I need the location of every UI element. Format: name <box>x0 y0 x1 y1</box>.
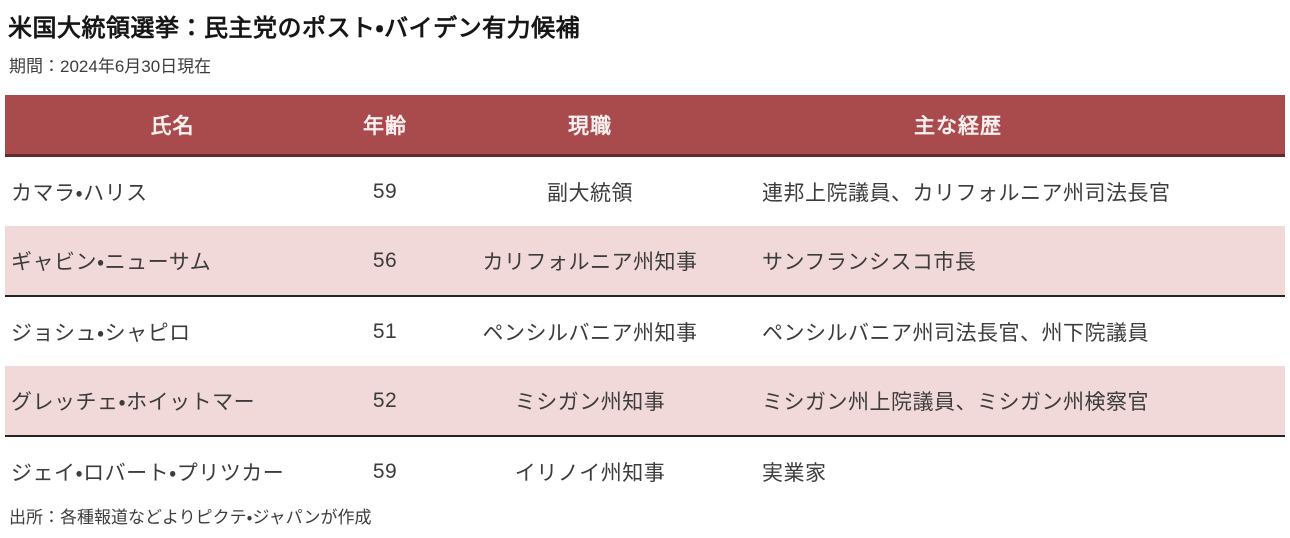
candidate-position: ミシガン州知事 <box>514 390 666 414</box>
table-row: ジョシュ・シャピロ 51 ペンシルバニア州知事 ペンシルバニア州司法長官、州下院… <box>5 296 1285 366</box>
table-row: ジェイ・ロバート・プリツカー 59 イリノイ州知事 実業家 <box>5 436 1285 506</box>
candidate-name: ジェイ・ロバート・プリツカー <box>11 461 285 485</box>
candidates-table: 氏名 年齢 現職 主な経歴 カマラ・ハリス 59 副大統領 連邦上院議員、カリフ… <box>5 95 1285 506</box>
period-note: 期間：2024年6月30日現在 <box>9 57 212 76</box>
table-header: 氏名 年齢 現職 主な経歴 <box>5 95 1285 157</box>
column-header-age: 年齢 <box>340 95 430 157</box>
candidate-career: サンフランシスコ市長 <box>762 250 977 274</box>
table-row: ギャビン・ニューサム 56 カリフォルニア州知事 サンフランシスコ市長 <box>5 226 1285 296</box>
candidate-age: 51 <box>372 319 398 343</box>
column-header-position: 現職 <box>430 95 750 157</box>
page-title: 米国大統領選挙：民主党のポスト・バイデン有力候補 <box>8 15 581 42</box>
candidate-position: 副大統領 <box>547 181 633 205</box>
candidate-position: ペンシルバニア州知事 <box>482 321 698 345</box>
column-header-name: 氏名 <box>5 95 340 157</box>
table-body: カマラ・ハリス 59 副大統領 連邦上院議員、カリフォルニア州司法長官 ギャビン… <box>5 156 1285 507</box>
candidate-position: イリノイ州知事 <box>514 461 666 485</box>
column-header-career: 主な経歴 <box>750 95 1285 157</box>
candidate-name: グレッチェ・ホイットマー <box>11 390 256 414</box>
candidate-age: 59 <box>372 179 398 203</box>
source-note: 出所：各種報道などよりピクテ・ジャパンが作成 <box>9 508 372 527</box>
candidate-name: ジョシュ・シャピロ <box>11 321 191 345</box>
candidate-career: ペンシルバニア州司法長官、州下院議員 <box>762 321 1149 345</box>
candidate-career: 連邦上院議員、カリフォルニア州司法長官 <box>762 181 1171 205</box>
candidate-career: ミシガン州上院議員、ミシガン州検察官 <box>762 390 1149 414</box>
candidate-career: 実業家 <box>762 461 827 485</box>
candidate-name: ギャビン・ニューサム <box>11 250 212 274</box>
header-row: 氏名 年齢 現職 主な経歴 <box>5 95 1285 157</box>
candidate-age: 52 <box>372 388 398 412</box>
candidate-position: カリフォルニア州知事 <box>482 250 698 274</box>
table-row: グレッチェ・ホイットマー 52 ミシガン州知事 ミシガン州上院議員、ミシガン州検… <box>5 366 1285 436</box>
table-row: カマラ・ハリス 59 副大統領 連邦上院議員、カリフォルニア州司法長官 <box>5 156 1285 227</box>
candidate-age: 56 <box>372 248 398 272</box>
candidate-name: カマラ・ハリス <box>11 181 148 205</box>
candidate-age: 59 <box>372 459 398 483</box>
